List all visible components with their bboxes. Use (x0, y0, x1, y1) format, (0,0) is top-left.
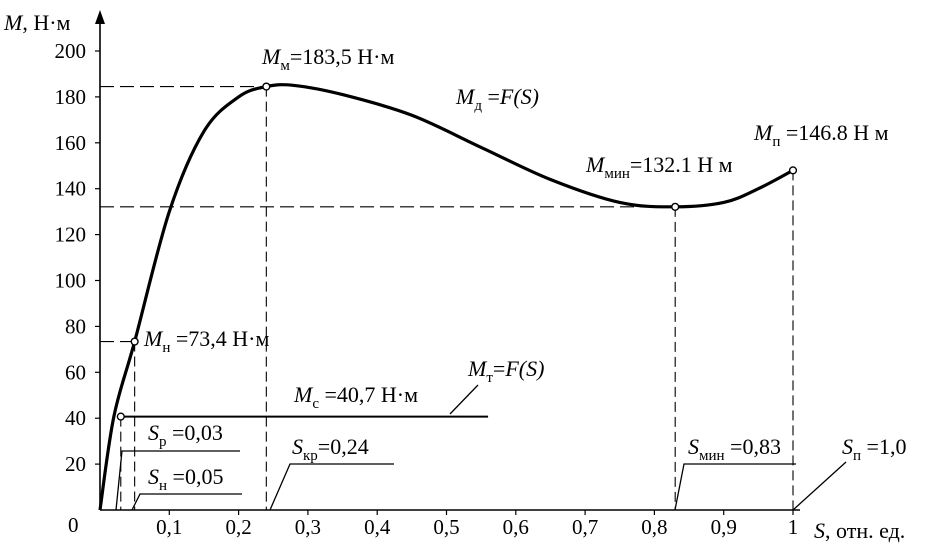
leader-s-min (674, 463, 796, 511)
origin-label: 0 (68, 513, 79, 537)
y-tick-label: 120 (55, 223, 87, 247)
guide-lines (100, 86, 794, 510)
x-tick-label: 0,6 (503, 515, 529, 539)
x-tick-label: 1 (788, 515, 799, 539)
leader-s-kr (269, 463, 394, 511)
annotation-m-d: Mд =F(S) (455, 84, 539, 114)
leader-s-p1 (792, 461, 847, 511)
annotation-s-min: Sмин =0,83 (688, 434, 781, 464)
leader-m-t (449, 384, 479, 415)
y-tick-label: 40 (65, 406, 86, 430)
x-tick-label: 0,3 (295, 515, 321, 539)
point-marker (788, 166, 798, 175)
x-axis-title: S, отн. ед. (814, 518, 905, 543)
y-tick-label: 100 (55, 269, 87, 293)
annotation-m-t: Mт=F(S) (467, 356, 544, 386)
y-tick-label: 160 (55, 131, 87, 155)
y-tick-label: 180 (55, 85, 87, 109)
y-tick-label: 200 (55, 39, 87, 63)
annotation-s-p: Sр =0,03 (148, 420, 223, 450)
x-tick-label: 0,8 (641, 515, 667, 539)
marker-points (116, 82, 798, 421)
x-tick-label: 0,2 (225, 515, 251, 539)
x-tick-label: 0,5 (433, 515, 459, 539)
annotation-m-min: Mмин=132.1 Н м (585, 152, 733, 182)
x-tick-label: 0,1 (156, 515, 182, 539)
annotation-s-p1: Sп =1,0 (842, 434, 906, 464)
x-tick-label: 0,4 (364, 515, 391, 539)
x-tick-label: 0,7 (572, 515, 598, 539)
y-tick-label: 60 (65, 360, 86, 384)
leader-s-n (131, 493, 242, 511)
y-tick-label: 140 (55, 177, 87, 201)
y-tick-label: 20 (65, 452, 86, 476)
annotation-m-c: Mс =40,7 Н·м (293, 382, 418, 412)
leader-s-p (115, 450, 240, 511)
point-marker (130, 337, 139, 346)
annotation-m-n: Mн =73,4 Н·м (143, 326, 269, 356)
y-axis-arrow (95, 10, 105, 24)
x-tick-label: 0,9 (711, 515, 737, 539)
annotation-s-n: Sн =0,05 (148, 464, 223, 494)
axis-ticks: 0,1 0,2 0,3 0,4 0,5 0,6 0,7 0,8 0,9 1204060801001… (55, 39, 799, 539)
y-tick-label: 80 (65, 314, 86, 338)
point-marker (671, 202, 680, 211)
y-axis-title: M, Н·м (3, 10, 71, 35)
point-marker (116, 412, 125, 421)
annotation-m-p: Mп =146.8 Н м (753, 120, 889, 150)
point-marker (262, 82, 271, 91)
annotation-m-max: Mм=183,5 Н·м (261, 44, 394, 74)
annotation-s-kr: Sкр=0,24 (292, 434, 369, 464)
